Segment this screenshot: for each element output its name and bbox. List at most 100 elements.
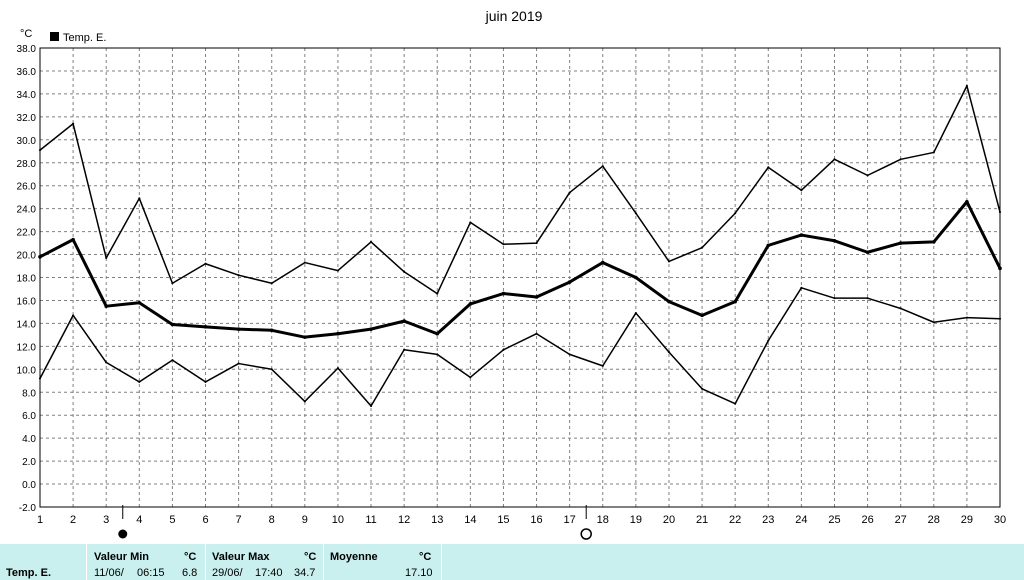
x-tick-label: 15 xyxy=(497,514,509,526)
new-moon-icon xyxy=(580,528,592,540)
y-tick-label: 30.0 xyxy=(17,136,37,147)
data-point-min xyxy=(601,364,604,367)
data-point-mean xyxy=(567,280,572,284)
data-point-min xyxy=(403,348,406,351)
data-point-min xyxy=(436,353,439,356)
max-date: 29/06/ xyxy=(212,567,243,579)
data-point-mean xyxy=(303,335,307,339)
data-point-max xyxy=(899,158,902,161)
data-point-min xyxy=(270,368,273,371)
footer-divider xyxy=(441,544,442,580)
avg-value: 17.10 xyxy=(405,567,433,579)
data-point-min xyxy=(833,297,836,300)
data-point-min xyxy=(767,339,770,342)
chart-title: juin 2019 xyxy=(485,8,543,24)
data-point-mean xyxy=(402,319,406,323)
data-point-min xyxy=(204,380,207,383)
data-point-max xyxy=(171,282,174,285)
max-time: 17:40 xyxy=(255,567,283,579)
data-point-mean xyxy=(667,299,671,304)
min-time: 06:15 xyxy=(137,567,165,579)
y-tick-label: 22.0 xyxy=(17,228,37,239)
data-point-min xyxy=(800,286,803,289)
data-point-min xyxy=(568,353,571,356)
x-tick-label: 10 xyxy=(332,514,344,526)
y-tick-label: 34.0 xyxy=(17,90,37,101)
data-point-mean xyxy=(799,233,804,237)
data-point-mean xyxy=(700,313,704,318)
y-tick-label: 28.0 xyxy=(17,159,37,170)
data-point-mean xyxy=(965,199,969,204)
data-point-mean xyxy=(865,250,870,255)
x-tick-label: 28 xyxy=(928,514,940,526)
data-point-max xyxy=(601,165,604,168)
y-tick-label: -2.0 xyxy=(19,503,37,514)
data-point-mean xyxy=(137,300,142,305)
data-point-mean xyxy=(733,299,737,304)
x-tick-label: 8 xyxy=(269,514,275,526)
footer-series-label: Temp. E. xyxy=(6,567,52,579)
x-tick-label: 23 xyxy=(762,514,774,526)
y-tick-label: 8.0 xyxy=(22,388,36,399)
y-tick-label: 18.0 xyxy=(17,274,37,285)
data-point-min xyxy=(336,367,339,370)
data-point-mean xyxy=(435,331,440,336)
data-point-min xyxy=(72,314,75,317)
x-tick-label: 25 xyxy=(828,514,840,526)
data-point-mean xyxy=(468,302,473,306)
data-point-min xyxy=(932,321,935,324)
data-point-min xyxy=(535,332,538,335)
x-tick-label: 1 xyxy=(37,514,43,526)
data-point-mean xyxy=(203,325,208,329)
x-tick-label: 6 xyxy=(202,514,208,526)
data-point-max xyxy=(502,243,505,246)
y-tick-label: 4.0 xyxy=(22,434,36,445)
data-point-mean xyxy=(534,295,539,299)
x-tick-label: 27 xyxy=(895,514,907,526)
y-tick-label: 36.0 xyxy=(17,67,37,78)
data-point-min xyxy=(105,361,108,364)
data-point-min xyxy=(734,402,737,405)
data-point-min xyxy=(303,400,306,403)
min-unit: °C xyxy=(184,551,197,563)
temperature-chart: juin 2019 °C Temp. E. 38.036.034.032.030… xyxy=(17,8,1006,540)
data-point-mean xyxy=(269,328,274,333)
data-point-min xyxy=(469,376,472,379)
avg-title: Moyenne xyxy=(330,551,378,563)
data-point-mean xyxy=(634,275,638,280)
data-point-max xyxy=(369,240,373,243)
data-point-max xyxy=(237,274,240,277)
min-title: Valeur Min xyxy=(94,551,150,563)
x-tick-label: 30 xyxy=(994,514,1006,526)
x-tick-label: 17 xyxy=(564,514,576,526)
y-tick-label: 14.0 xyxy=(17,319,37,330)
data-point-max xyxy=(336,269,339,272)
y-tick-label: 20.0 xyxy=(17,251,37,262)
data-point-max xyxy=(965,84,968,87)
x-tick-label: 4 xyxy=(136,514,142,526)
data-point-max xyxy=(436,292,439,295)
footer-divider xyxy=(323,544,324,580)
x-tick-label: 26 xyxy=(861,514,873,526)
y-tick-label: 0.0 xyxy=(22,480,36,491)
data-point-min xyxy=(369,404,373,408)
y-tick-label: 26.0 xyxy=(17,182,37,193)
data-point-mean xyxy=(600,260,605,265)
x-tick-label: 13 xyxy=(431,514,443,526)
y-tick-label: 32.0 xyxy=(17,113,37,124)
x-tick-label: 11 xyxy=(365,514,376,526)
data-point-max xyxy=(568,191,571,194)
y-tick-label: 16.0 xyxy=(17,296,37,307)
full-moon-icon xyxy=(118,529,128,539)
data-point-min xyxy=(237,362,240,365)
data-point-min xyxy=(171,359,174,362)
data-point-max xyxy=(535,242,538,245)
data-point-max xyxy=(138,197,141,200)
x-tick-label: 5 xyxy=(169,514,175,526)
footer-divider xyxy=(205,544,206,580)
data-point-max xyxy=(932,151,935,154)
data-point-max xyxy=(634,212,637,215)
data-point-min xyxy=(634,312,637,315)
min-value: 6.8 xyxy=(182,567,198,579)
legend-swatch xyxy=(50,32,59,41)
